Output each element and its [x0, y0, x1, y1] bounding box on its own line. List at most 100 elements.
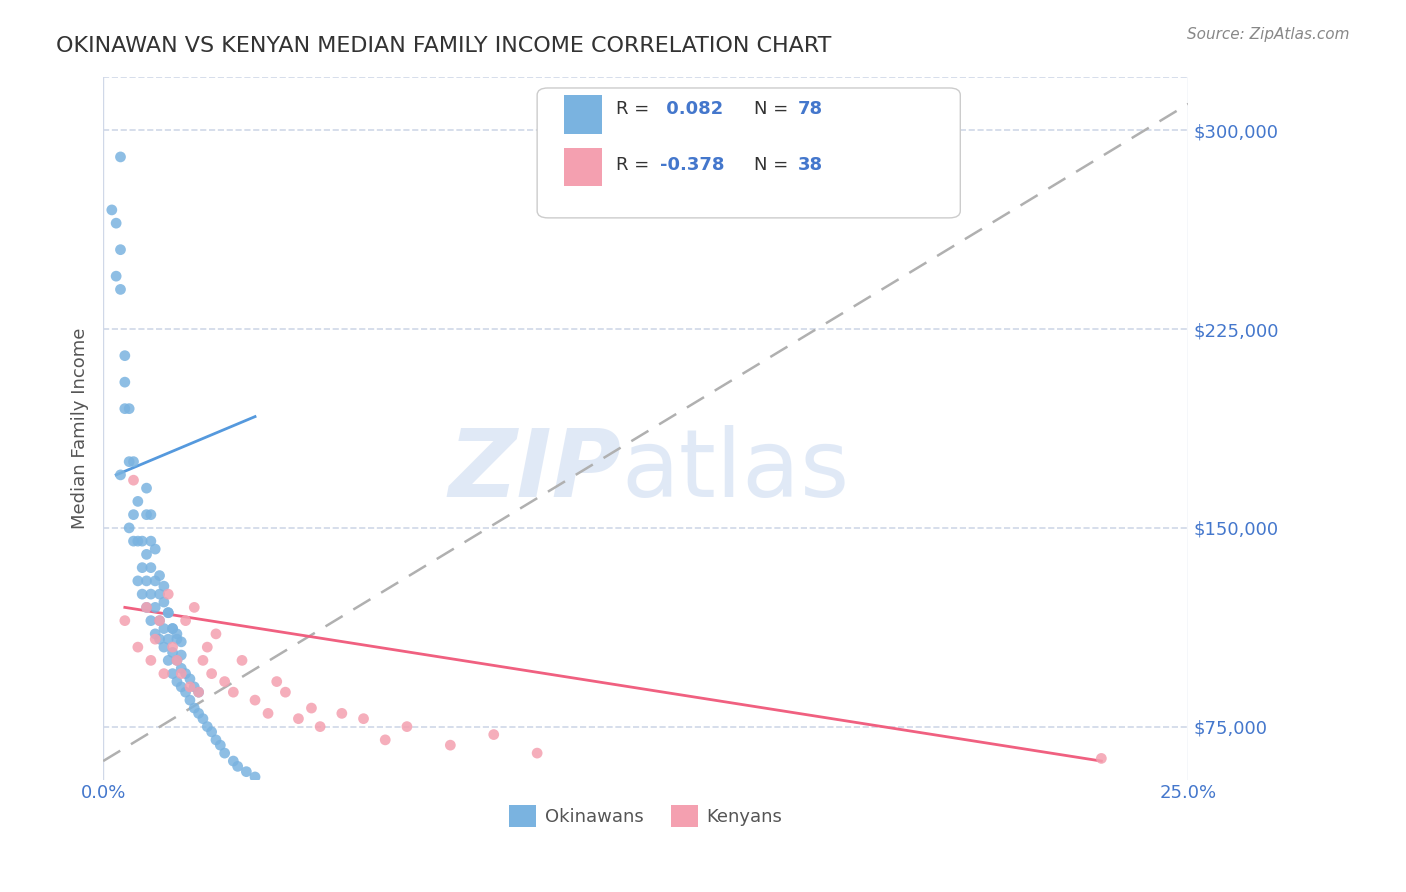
Text: Source: ZipAtlas.com: Source: ZipAtlas.com [1187, 27, 1350, 42]
Point [139, 534, 162, 549]
Point [127, 534, 149, 549]
Point [127, 494, 149, 508]
Point [162, 666, 184, 681]
Point [148, 568, 170, 582]
Text: atlas: atlas [621, 425, 851, 516]
Point [235, 764, 257, 779]
Point [1090, 751, 1112, 765]
Point [153, 640, 176, 654]
Point [135, 481, 157, 495]
Point [122, 455, 145, 469]
Point [110, 243, 132, 257]
Point [166, 653, 188, 667]
Point [205, 732, 228, 747]
Point [157, 606, 180, 620]
Point [157, 587, 180, 601]
Point [135, 574, 157, 588]
Point [187, 685, 209, 699]
Point [135, 600, 157, 615]
Text: R =: R = [616, 156, 655, 174]
Point [143, 574, 166, 588]
Point [118, 455, 141, 469]
Point [191, 653, 214, 667]
Point [195, 720, 218, 734]
Point [243, 693, 266, 707]
Point [122, 508, 145, 522]
Point [166, 674, 188, 689]
Point [105, 269, 128, 284]
Point [205, 627, 228, 641]
Point [187, 706, 209, 721]
Point [226, 759, 249, 773]
Point [179, 672, 201, 686]
Point [157, 632, 180, 647]
Point [170, 648, 193, 662]
Point [131, 560, 153, 574]
Point [143, 632, 166, 647]
Point [135, 548, 157, 562]
Point [139, 560, 162, 574]
Point [374, 732, 396, 747]
Point [183, 701, 205, 715]
Point [114, 375, 136, 389]
Point [153, 666, 176, 681]
Point [243, 770, 266, 784]
Point [135, 600, 157, 615]
Point [105, 216, 128, 230]
Point [148, 632, 170, 647]
Point [148, 614, 170, 628]
Point [139, 653, 162, 667]
Text: OKINAWAN VS KENYAN MEDIAN FAMILY INCOME CORRELATION CHART: OKINAWAN VS KENYAN MEDIAN FAMILY INCOME … [56, 36, 831, 55]
Point [183, 680, 205, 694]
Point [131, 587, 153, 601]
Point [257, 706, 280, 721]
Point [122, 473, 145, 487]
Point [135, 508, 157, 522]
Text: R =: R = [616, 100, 655, 118]
Point [482, 728, 505, 742]
Point [170, 680, 193, 694]
Point [222, 754, 245, 768]
Point [114, 349, 136, 363]
Legend: Okinawans, Kenyans: Okinawans, Kenyans [502, 797, 790, 834]
Point [153, 579, 176, 593]
Point [118, 401, 141, 416]
Text: -0.378: -0.378 [659, 156, 724, 174]
Point [330, 706, 353, 721]
Point [110, 282, 132, 296]
Point [174, 685, 197, 699]
Point [214, 746, 236, 760]
Point [170, 661, 193, 675]
Point [166, 653, 188, 667]
Point [148, 587, 170, 601]
Point [139, 587, 162, 601]
Point [157, 653, 180, 667]
Point [143, 627, 166, 641]
Point [174, 614, 197, 628]
Point [114, 614, 136, 628]
Point [179, 680, 201, 694]
FancyBboxPatch shape [564, 148, 602, 186]
Point [162, 622, 184, 636]
Point [183, 600, 205, 615]
Point [201, 666, 224, 681]
Text: N =: N = [754, 100, 794, 118]
Point [153, 595, 176, 609]
Point [266, 674, 288, 689]
Point [274, 685, 297, 699]
Point [201, 725, 224, 739]
Point [148, 614, 170, 628]
Point [353, 712, 375, 726]
Point [127, 640, 149, 654]
Point [395, 720, 418, 734]
Point [157, 606, 180, 620]
Text: ZIP: ZIP [449, 425, 621, 516]
Point [143, 600, 166, 615]
Point [195, 640, 218, 654]
Point [162, 640, 184, 654]
Point [153, 622, 176, 636]
Point [209, 738, 232, 752]
Point [114, 401, 136, 416]
Point [301, 701, 323, 715]
Point [526, 746, 548, 760]
